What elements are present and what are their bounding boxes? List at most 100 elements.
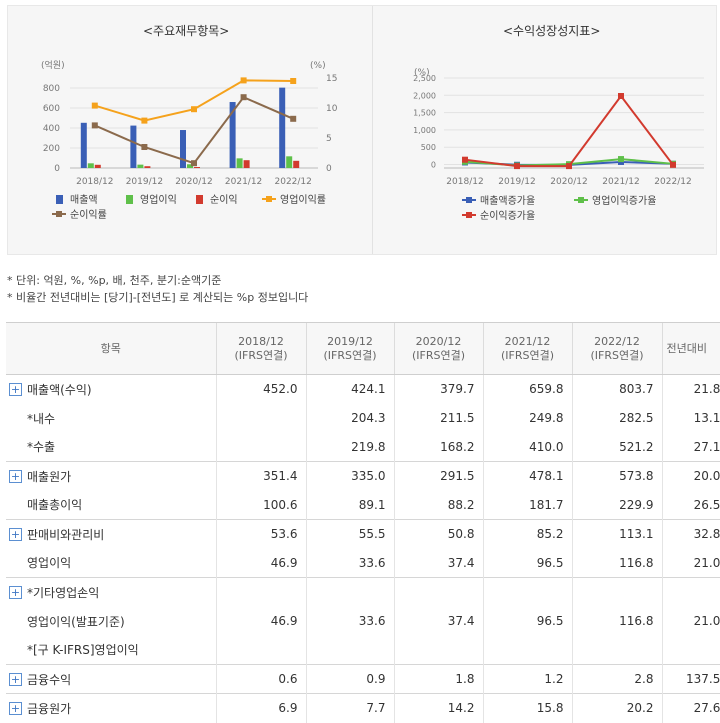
legend-swatch bbox=[56, 211, 62, 217]
legend-swatch bbox=[266, 196, 272, 202]
value-cell: 20.00 bbox=[661, 461, 720, 491]
value-cell: 351.4 bbox=[215, 461, 306, 491]
x-tick-label: 2019/12 bbox=[498, 177, 535, 187]
y-tick-label: 1,000 bbox=[413, 126, 436, 135]
bar-영업이익 bbox=[187, 164, 193, 168]
value-cell: 379.7 bbox=[393, 374, 483, 404]
legend-swatch bbox=[466, 197, 472, 203]
expand-icon[interactable]: + bbox=[9, 701, 22, 715]
x-tick-label: 2020/12 bbox=[550, 177, 587, 187]
x-tick-label: 2022/12 bbox=[654, 177, 691, 187]
row-label: 금융수익 bbox=[27, 672, 72, 687]
bar-영업이익 bbox=[87, 163, 94, 168]
row-label-cell: + 매출원가 bbox=[6, 461, 216, 491]
charts-panel: <주요재무항목> <수익성장성지표> (억원) (%) 0 200 400 600 800 0… bbox=[7, 5, 717, 255]
value-cell: 21.04 bbox=[661, 606, 720, 636]
expand-icon[interactable]: + bbox=[9, 382, 22, 396]
value-cell: 113.1 bbox=[571, 519, 662, 549]
value-cell: 1.2 bbox=[482, 664, 572, 694]
y-tick-label: 200 bbox=[43, 144, 60, 154]
legend-label: 매출액 bbox=[70, 194, 98, 206]
point-순이익률 bbox=[91, 122, 98, 129]
y-tick-label: 2,000 bbox=[413, 91, 436, 100]
table-row: + *기타영업손익 bbox=[6, 577, 720, 607]
y2-tick-label: 10 bbox=[326, 104, 338, 114]
row-label-cell: + *기타영업손익 bbox=[6, 577, 216, 607]
bar-영업이익 bbox=[286, 156, 293, 168]
value-cell: 85.2 bbox=[482, 519, 572, 549]
table-header-row: 항목 2018/12 (IFRS연결) 2019/12 (IFRS연결) 2020/… bbox=[6, 322, 720, 375]
value-cell: 573.8 bbox=[571, 461, 662, 491]
left-axis-unit: (%) bbox=[414, 68, 430, 78]
value-cell: 181.7 bbox=[482, 490, 572, 520]
legend-label: 순이익증가율 bbox=[480, 210, 535, 222]
legend-label: 영업이익률 bbox=[280, 193, 326, 206]
x-tick-label: 2019/12 bbox=[126, 177, 163, 187]
y2-tick-label: 15 bbox=[326, 74, 337, 84]
value-cell: 32.83 bbox=[661, 519, 720, 549]
col-header-2018: 2018/12 (IFRS연결) bbox=[215, 322, 306, 375]
value-cell: 55.5 bbox=[305, 519, 394, 549]
x-tick-label: 2021/12 bbox=[225, 177, 262, 187]
row-label: 매출원가 bbox=[27, 469, 72, 484]
x-tick-label: 2022/12 bbox=[275, 177, 312, 187]
row-label: 금융원가 bbox=[27, 701, 72, 716]
value-cell bbox=[661, 577, 720, 607]
value-cell: 0.9 bbox=[305, 664, 394, 694]
value-cell bbox=[215, 403, 306, 433]
growth-indicators-title: <수익성장성지표> bbox=[503, 24, 601, 38]
expand-icon[interactable]: + bbox=[9, 469, 22, 483]
x-tick-label: 2018/12 bbox=[446, 177, 483, 187]
expand-icon[interactable]: + bbox=[9, 672, 22, 686]
value-cell bbox=[215, 432, 306, 462]
bar-순이익 bbox=[293, 160, 300, 168]
value-cell: 89.1 bbox=[305, 490, 394, 520]
point-영업이익률 bbox=[191, 106, 197, 113]
legend-swatch bbox=[126, 195, 133, 204]
expand-icon[interactable]: + bbox=[9, 585, 22, 599]
value-cell: 410.0 bbox=[482, 432, 572, 462]
row-label-cell: *수출 bbox=[6, 433, 216, 462]
col-header-yoy: 전년대비 bbox=[661, 322, 720, 375]
x-tick-label: 2020/12 bbox=[175, 177, 212, 187]
value-cell bbox=[305, 635, 394, 665]
value-cell: 168.2 bbox=[393, 432, 483, 462]
legend-swatch bbox=[56, 195, 63, 204]
value-cell: 20.2 bbox=[571, 693, 662, 723]
point-순이익률 bbox=[240, 94, 247, 101]
value-cell: 46.9 bbox=[215, 606, 306, 636]
col-header-2022: 2022/12 (IFRS연결) bbox=[571, 322, 662, 375]
y-tick-label: 0 bbox=[431, 161, 436, 170]
bar-매출액 bbox=[130, 125, 137, 168]
row-label-cell: *내수 bbox=[6, 404, 216, 433]
value-cell: 27.69 bbox=[661, 693, 720, 723]
y-tick-label: 2,500 bbox=[413, 74, 436, 83]
value-cell: 116.8 bbox=[571, 606, 662, 636]
value-cell bbox=[393, 635, 483, 665]
col-header-2019: 2019/12 (IFRS연결) bbox=[305, 322, 394, 375]
point-순이익증가율 bbox=[566, 163, 572, 170]
value-cell: 37.4 bbox=[393, 606, 483, 636]
value-cell: 452.0 bbox=[215, 374, 306, 404]
row-label-cell: 영업이익(발표기준) bbox=[6, 607, 216, 636]
value-cell bbox=[215, 635, 306, 665]
main-financials-chart: (억원) (%) 0 200 400 600 800 0 5 10 15 2018/12 2019/12… bbox=[41, 59, 338, 221]
value-cell: 521.2 bbox=[571, 432, 662, 462]
point-순이익증가율 bbox=[514, 163, 520, 170]
point-순이익증가율 bbox=[462, 156, 468, 163]
row-label: *내수 bbox=[27, 411, 56, 426]
x-tick-label: 2018/12 bbox=[76, 177, 113, 187]
value-cell bbox=[571, 577, 662, 607]
expand-icon[interactable]: + bbox=[9, 527, 22, 541]
value-cell bbox=[571, 635, 662, 665]
x-tick-label: 2021/12 bbox=[602, 177, 639, 187]
value-cell bbox=[215, 577, 306, 607]
note-ratio: * 비율간 전년대비는 [당기]-[전년도] 로 계산되는 %p 정보입니다 bbox=[7, 291, 309, 304]
financial-table: 항목 2018/12 (IFRS연결) 2019/12 (IFRS연결) 2020/… bbox=[6, 322, 720, 723]
value-cell: 335.0 bbox=[305, 461, 394, 491]
value-cell: 46.9 bbox=[215, 548, 306, 578]
value-cell bbox=[482, 577, 572, 607]
point-영업이익률 bbox=[141, 117, 148, 124]
